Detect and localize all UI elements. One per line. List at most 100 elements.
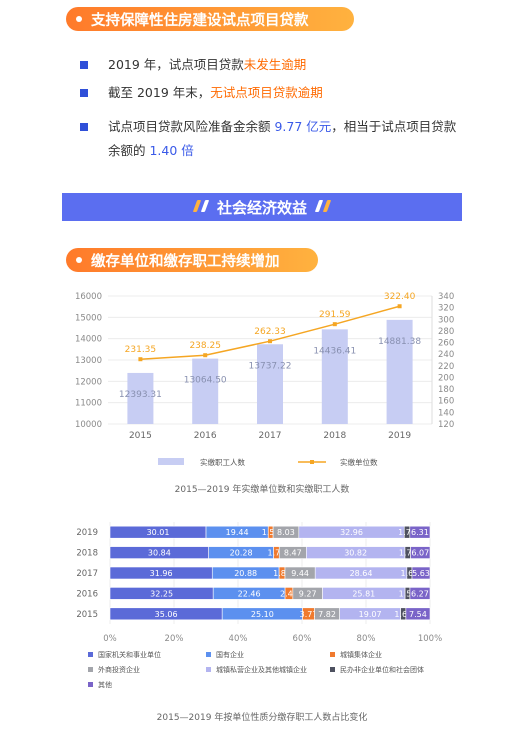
section-title-2: 缴存单位和缴存职工持续增加 bbox=[91, 253, 280, 270]
bullet-text: 余额的 bbox=[108, 143, 150, 158]
y2-tick-label: 340 bbox=[438, 292, 454, 302]
slash-deco-icon bbox=[192, 198, 210, 216]
x-tick-label: 80% bbox=[357, 634, 376, 644]
stacked-segment bbox=[409, 525, 431, 539]
segment-data-label: 2.43 bbox=[280, 589, 298, 598]
x-tick-label: 2017 bbox=[259, 431, 282, 441]
segment-data-label: 1.75 bbox=[399, 549, 417, 558]
line-data-label: 291.59 bbox=[319, 310, 351, 320]
legend-label: 国有企业 bbox=[216, 650, 244, 659]
bar bbox=[257, 344, 283, 424]
segment-data-label: 32.96 bbox=[340, 528, 363, 537]
legend-swatch bbox=[158, 458, 184, 465]
line-point bbox=[332, 322, 337, 327]
line-point bbox=[268, 339, 272, 344]
x-tick-label: 100% bbox=[418, 634, 442, 644]
segment-data-label: 25.81 bbox=[352, 589, 375, 598]
y2-tick-label: 180 bbox=[438, 385, 454, 395]
segment-data-label: 25.10 bbox=[251, 610, 274, 619]
bullet-text: ，相当于试点项目贷款 bbox=[331, 119, 457, 134]
x-tick-label: 2015 bbox=[129, 431, 152, 441]
legend-label: 国家机关和事业单位 bbox=[98, 650, 161, 659]
segment-data-label: 7.82 bbox=[318, 610, 336, 619]
legend-swatch bbox=[330, 652, 335, 657]
segment-data-label: 30.01 bbox=[147, 528, 170, 537]
stacked-segment bbox=[409, 587, 431, 600]
y-tick-label: 13000 bbox=[75, 356, 102, 366]
x-tick-label: 20% bbox=[165, 634, 184, 644]
segment-data-label: 1.60 bbox=[401, 569, 419, 578]
line-point bbox=[397, 304, 402, 309]
y2-tick-label: 200 bbox=[438, 373, 454, 383]
square-bullet-icon bbox=[80, 89, 88, 97]
y-tick-label: 2017 bbox=[76, 569, 98, 579]
bullet-highlight: 未发生逾期 bbox=[243, 57, 307, 72]
bar-data-label: 14881.38 bbox=[378, 337, 421, 347]
bar bbox=[321, 329, 348, 424]
bullet-dot-icon bbox=[76, 257, 82, 263]
y2-tick-label: 140 bbox=[438, 408, 454, 418]
y-tick-label: 15000 bbox=[75, 313, 102, 323]
bullet-dot-icon bbox=[76, 16, 82, 22]
stacked-segment bbox=[411, 566, 431, 580]
segment-data-label: 9.44 bbox=[291, 569, 309, 578]
bullet-item-2: 截至 2019 年末，无试点项目贷款逾期 bbox=[80, 81, 460, 105]
bullet-text: 试点项目贷款风险准备金余额 bbox=[108, 119, 275, 134]
bar bbox=[127, 372, 154, 424]
segment-data-label: 32.25 bbox=[150, 589, 173, 598]
legend-marker bbox=[310, 460, 314, 464]
line-data-label: 322.40 bbox=[384, 292, 416, 302]
x-tick-label: 40% bbox=[229, 634, 248, 644]
y2-tick-label: 220 bbox=[438, 362, 454, 372]
legend-label: 其他 bbox=[98, 680, 112, 689]
segment-data-label: 1.51 bbox=[399, 589, 417, 598]
legend-swatch bbox=[88, 667, 93, 672]
segment-data-label: 1.64 bbox=[394, 610, 412, 619]
line-point bbox=[203, 353, 208, 358]
y2-tick-label: 320 bbox=[438, 304, 454, 314]
legend-label: 城镇私营企业及其他城镇企业 bbox=[216, 665, 307, 674]
segment-data-label: 20.88 bbox=[234, 569, 257, 578]
bullet-text: 2019 年，试点项目贷款 bbox=[108, 57, 244, 72]
x-tick-label: 2018 bbox=[323, 431, 346, 441]
segment-data-label: 30.82 bbox=[344, 549, 367, 558]
x-tick-label: 2016 bbox=[194, 431, 217, 441]
bullet-item-3: 试点项目贷款风险准备金余额 9.77 亿元，相当于试点项目贷款余额的 1.40 … bbox=[80, 115, 460, 163]
y-tick-label: 2018 bbox=[76, 549, 98, 559]
line-point bbox=[138, 357, 143, 362]
segment-data-label: 6.07 bbox=[411, 549, 429, 558]
segment-data-label: 5.63 bbox=[412, 569, 430, 578]
y2-tick-label: 240 bbox=[438, 350, 454, 360]
line-data-label: 262.33 bbox=[254, 327, 286, 337]
segment-data-label: 1.77 bbox=[268, 549, 286, 558]
segment-data-label: 19.07 bbox=[359, 610, 382, 619]
section-title-1: 支持保障性住房建设试点项目贷款 bbox=[91, 12, 309, 29]
bar-data-label: 13064.50 bbox=[184, 376, 227, 386]
section-title-pill-2: 缴存单位和缴存职工持续增加 bbox=[66, 248, 318, 272]
segment-data-label: 1.85 bbox=[273, 569, 291, 578]
segment-data-label: 20.28 bbox=[230, 549, 253, 558]
slash-deco-icon bbox=[314, 198, 332, 216]
segment-data-label: 31.96 bbox=[150, 569, 173, 578]
legend-label: 实缴单位数 bbox=[340, 457, 378, 467]
stacked-segment bbox=[405, 607, 431, 621]
y-tick-label: 2016 bbox=[76, 589, 98, 599]
segment-data-label: 1.52 bbox=[262, 528, 280, 537]
chart2-caption: 2015—2019 年按单位性质分缴存职工人数占比变化 bbox=[156, 713, 368, 723]
y-tick-label: 2019 bbox=[76, 528, 98, 538]
y2-tick-label: 120 bbox=[438, 420, 454, 430]
banner-title: 社会经济效益 bbox=[216, 198, 307, 217]
segment-data-label: 22.46 bbox=[238, 589, 261, 598]
segment-data-label: 1.73 bbox=[398, 528, 416, 537]
legend-swatch bbox=[206, 652, 211, 657]
y2-tick-label: 300 bbox=[438, 315, 454, 325]
legend-swatch bbox=[206, 667, 211, 672]
bar-data-label: 12393.31 bbox=[119, 390, 162, 400]
x-tick-label: 2019 bbox=[388, 431, 411, 441]
segment-data-label: 28.64 bbox=[350, 569, 373, 578]
bullet-highlight: 9.77 亿元 bbox=[274, 119, 332, 134]
segment-data-label: 6.27 bbox=[411, 589, 429, 598]
bullet-highlight: 1.40 倍 bbox=[149, 143, 194, 158]
legend-label: 外商投资企业 bbox=[98, 665, 140, 674]
y2-tick-label: 260 bbox=[438, 339, 454, 349]
